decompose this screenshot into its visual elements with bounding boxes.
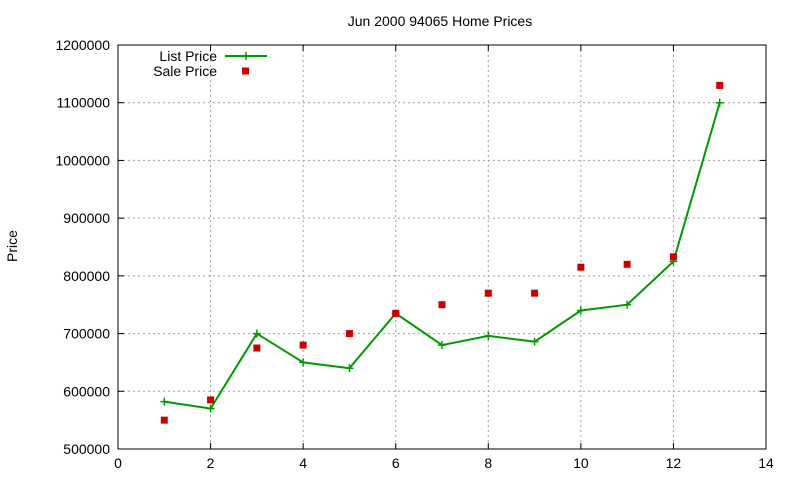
data-point [623, 260, 631, 268]
legend-label-list-price: List Price [159, 48, 217, 64]
y-tick-label: 700000 [63, 326, 110, 342]
series-list-price [160, 98, 724, 413]
data-point [252, 329, 261, 338]
data-point [669, 253, 677, 261]
chart-title: Jun 2000 94065 Home Prices [348, 13, 532, 29]
x-tick-label: 12 [666, 455, 682, 471]
x-tick-label: 6 [392, 455, 400, 471]
data-point [530, 337, 539, 346]
y-tick-label: 900000 [63, 210, 110, 226]
data-point [484, 331, 493, 340]
legend: List Price Sale Price [153, 48, 267, 79]
data-point [253, 344, 261, 352]
grid [118, 45, 766, 449]
series-line [164, 102, 721, 410]
data-point [345, 330, 353, 338]
data-point [207, 396, 215, 404]
data-point [715, 98, 724, 107]
data-point [576, 306, 585, 315]
legend-label-sale-price: Sale Price [153, 63, 217, 79]
data-point [392, 309, 400, 317]
data-point [160, 416, 168, 424]
data-point [160, 397, 169, 406]
data-point [531, 289, 539, 297]
series [160, 81, 724, 424]
legend-marker-list-price [242, 52, 250, 60]
series-sale-price [160, 81, 724, 424]
plot-frame [117, 44, 767, 450]
y-tick-label: 800000 [63, 268, 110, 284]
y-tick-label: 1000000 [55, 152, 110, 168]
x-tick-label: 14 [758, 455, 774, 471]
data-point [206, 404, 215, 413]
data-point [438, 341, 446, 350]
data-point [484, 289, 492, 297]
y-tick-label: 600000 [63, 383, 110, 399]
y-axis-label: Price [4, 230, 20, 262]
data-point [577, 263, 585, 271]
data-point [623, 300, 632, 309]
x-tick-label: 2 [207, 455, 215, 471]
y-tick-label: 1200000 [55, 37, 110, 53]
x-tick-label: 8 [484, 455, 492, 471]
x-tick-label: 0 [114, 455, 122, 471]
y-tick-label: 500000 [63, 441, 110, 457]
data-point [299, 341, 307, 349]
data-point [345, 364, 354, 373]
data-point [438, 301, 446, 309]
legend-marker-sale-price [242, 67, 249, 75]
y-tick-label: 1100000 [57, 95, 111, 111]
legend-entry-sale-price: Sale Price [153, 63, 249, 79]
data-point [299, 358, 308, 367]
axis-ticks: 0 2 4 6 8 10 12 14 500000 600000 700000 800000 90000… [55, 37, 774, 471]
data-point [716, 81, 724, 89]
x-tick-label: 4 [299, 455, 307, 471]
x-tick-label: 10 [573, 455, 589, 471]
legend-entry-list-price: List Price [159, 48, 267, 64]
